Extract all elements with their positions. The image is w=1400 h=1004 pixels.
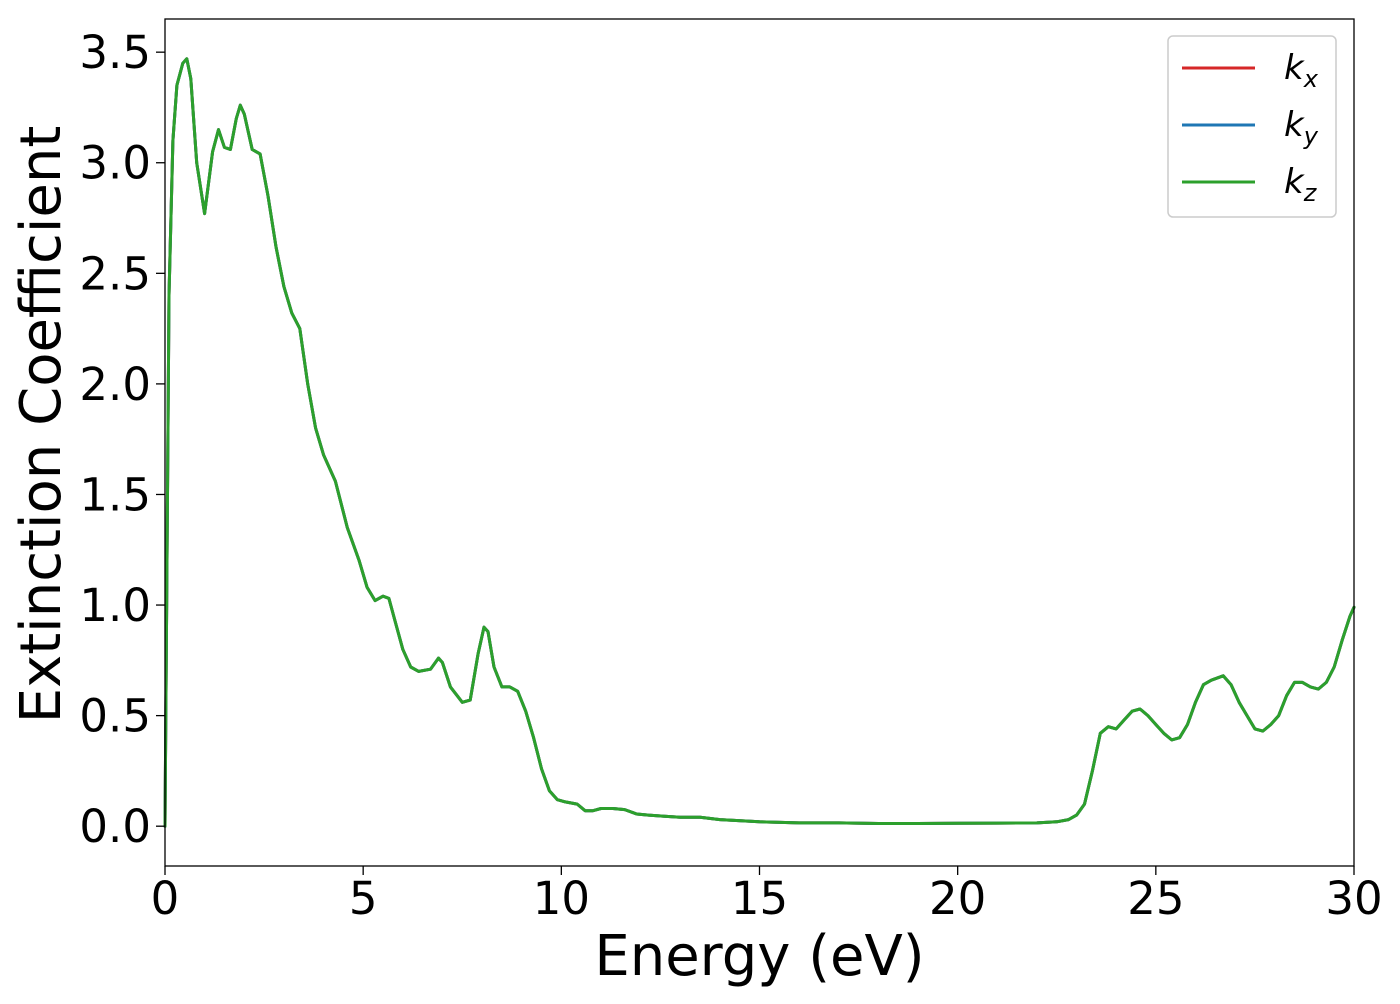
legend: kx ky kz [1167, 35, 1337, 218]
x-tick-label: 20 [929, 872, 986, 925]
series-line-k-z [163, 57, 1356, 828]
x-axis: 0 5 10 15 20 25 30 [151, 866, 1383, 925]
y-axis: 0.0 0.5 1.0 1.5 2.0 2.5 3.0 3.5 [79, 26, 165, 853]
x-tick-label: 15 [731, 872, 788, 925]
series-layer [163, 57, 1356, 828]
x-tick-label: 30 [1325, 872, 1382, 925]
x-tick-label: 0 [151, 872, 180, 925]
y-tick-label: 1.0 [79, 579, 151, 632]
y-tick-label: 3.5 [79, 26, 151, 79]
y-tick-label: 2.0 [79, 358, 151, 411]
legend-label: kz [1284, 162, 1318, 207]
y-axis-label: Extinction Coefficient [9, 126, 74, 724]
x-tick-label: 5 [349, 872, 378, 925]
x-tick-label: 25 [1127, 872, 1184, 925]
x-tick-label: 10 [533, 872, 590, 925]
x-axis-label: Energy (eV) [594, 924, 924, 989]
legend-label: kx [1284, 48, 1319, 93]
y-tick-label: 1.5 [79, 468, 151, 521]
legend-label: ky [1284, 105, 1319, 150]
y-tick-label: 0.5 [79, 690, 151, 743]
y-tick-label: 0.0 [79, 800, 151, 853]
y-tick-label: 2.5 [79, 247, 151, 300]
y-tick-label: 3.0 [79, 137, 151, 190]
